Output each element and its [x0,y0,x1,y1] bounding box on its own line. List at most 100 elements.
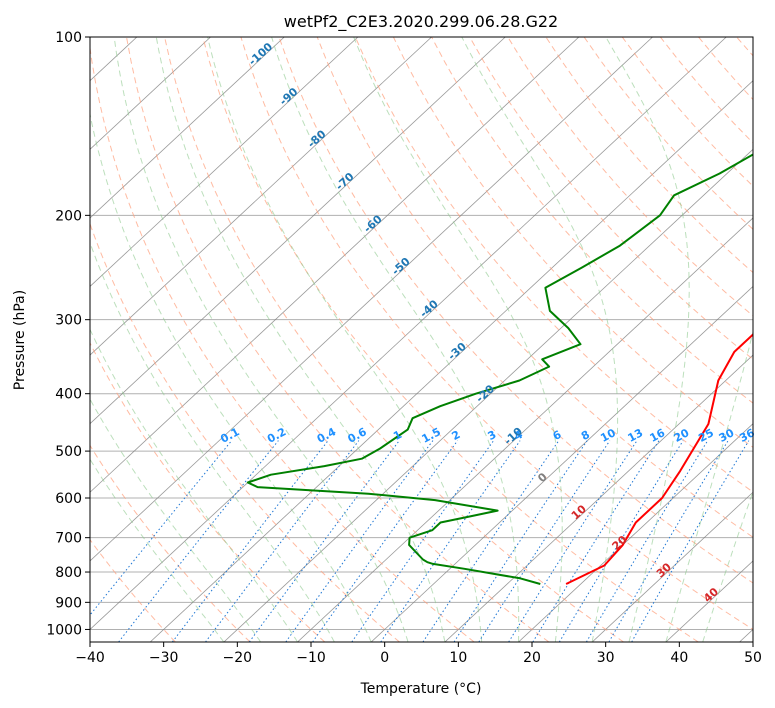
mixing-ratio-line [532,440,660,642]
dry-adiabat-line [392,37,753,448]
axis-ticks: −40 −30 −20 −10 0 10 20 30 40 5010020030040050060… [46,30,762,666]
isotherm-line [223,148,753,642]
y-tick-label: 700 [55,531,82,547]
mixing-ratio-label: 0.4 [315,425,339,446]
dry-adiabat-line [545,37,753,274]
moist-adiabat-line [90,458,225,642]
dry-adiabat-line [736,37,753,57]
moist-adiabat-line [605,37,690,642]
y-tick-label: 1000 [46,622,82,638]
chart-title: wetPf2_C2E3.2020.299.06.28.G22 [284,12,558,32]
mixing-ratio-line [631,440,750,642]
mixing-ratio-line [558,440,684,642]
isotherm-line [90,37,359,288]
dry-adiabat-line [316,37,753,538]
y-tick-label: 400 [55,387,82,403]
background-guide-lines [0,37,753,642]
mixing-ratio-label: 1.5 [420,425,443,446]
isotherm-line [90,37,211,150]
x-tick-label: −10 [296,650,326,666]
isotherm-label: -90 [277,85,301,108]
mixing-ratio-label: 3 [486,428,499,443]
dry-adiabat-line [659,37,753,144]
isotherm-label: 30 [654,560,674,580]
mixing-ratio-label: 25 [696,426,716,445]
isotherm-line [665,560,753,642]
isotherm-line [444,354,753,642]
mixing-ratio-label: 16 [648,426,668,445]
mixing-ratio-line [248,440,400,642]
dry-adiabat-line [164,37,624,642]
isotherm-line [149,80,753,642]
moist-adiabat-line [461,37,619,642]
isotherm-label: -30 [445,340,469,363]
mixing-ratio-label: 30 [717,426,737,445]
moist-adiabat-line [207,37,483,642]
mixing-ratio-label: 0.6 [346,425,370,446]
dry-adiabat-line [90,341,326,642]
moist-adiabat-line [155,37,446,642]
moist-adiabat-line [90,328,298,642]
isotherm-label: -80 [305,127,329,150]
x-tick-label: 30 [597,650,615,666]
moist-adiabat-line [353,37,563,642]
moist-adiabat-line [271,37,520,642]
mixing-ratio-line [585,440,709,642]
x-tick-label: 10 [449,650,467,666]
mixing-ratio-line [380,440,521,642]
isotherm-label: -70 [333,170,357,193]
profile-lines [246,153,753,585]
isotherm-line [739,628,753,642]
x-tick-label: 40 [670,650,688,666]
y-axis-label: Pressure (hPa) [12,290,28,390]
isotherm-line [518,423,753,642]
isotherm-line [297,217,753,642]
mixing-ratio-label: 0.2 [265,425,288,446]
isotherm-label: -100 [246,40,275,68]
y-tick-label: 100 [55,30,82,46]
x-tick-label: 0 [380,650,389,666]
dry-adiabat-line [507,37,753,317]
mixing-ratio-label: 8 [579,428,592,443]
isotherm-label: -40 [417,297,441,320]
plot-frame [89,36,754,643]
dry-adiabat-line [202,37,699,642]
dry-adiabat-line [278,37,753,584]
mixing-ratio-line [285,440,434,642]
x-tick-label: 50 [744,650,762,666]
dry-adiabat-line [354,37,753,493]
isotherm-line [0,37,63,642]
mixing-ratio-line [422,440,560,642]
isotherm-label: -10 [502,425,526,448]
dry-adiabat-line [698,37,753,101]
dry-adiabat-line [90,44,475,642]
x-tick-label: −30 [149,650,179,666]
mixing-ratio-line [205,440,360,642]
x-tick-label: −20 [223,650,253,666]
moist-adiabat-line [90,398,262,642]
mixing-ratio-label: 36 [737,426,757,445]
mixing-ratio-line [478,440,611,642]
mixing-ratio-line [171,440,329,642]
y-tick-label: 500 [55,444,82,460]
dry-adiabat-line [90,222,400,642]
moist-adiabat-line [90,111,372,642]
y-tick-label: 900 [55,595,82,611]
moist-adiabat-line [113,37,409,642]
isotherm-line [90,37,506,425]
moist-adiabat-line [665,329,753,642]
x-axis-label: Temperature (°C) [360,681,482,697]
y-tick-label: 200 [55,208,82,224]
mixing-ratio-label: 13 [626,426,646,445]
isotherm-line [90,37,580,493]
y-tick-label: 800 [55,565,82,581]
mixing-ratio-line [351,440,495,642]
moist-adiabat-line [90,241,335,642]
mixing-ratio-label: 0.1 [218,425,241,446]
mixing-ratio-label: 2 [450,428,463,443]
isotherm-line [370,285,753,642]
temperature-profile-line [565,333,753,585]
moist-adiabat-line [702,490,753,642]
isotherm-label: -50 [389,255,413,278]
